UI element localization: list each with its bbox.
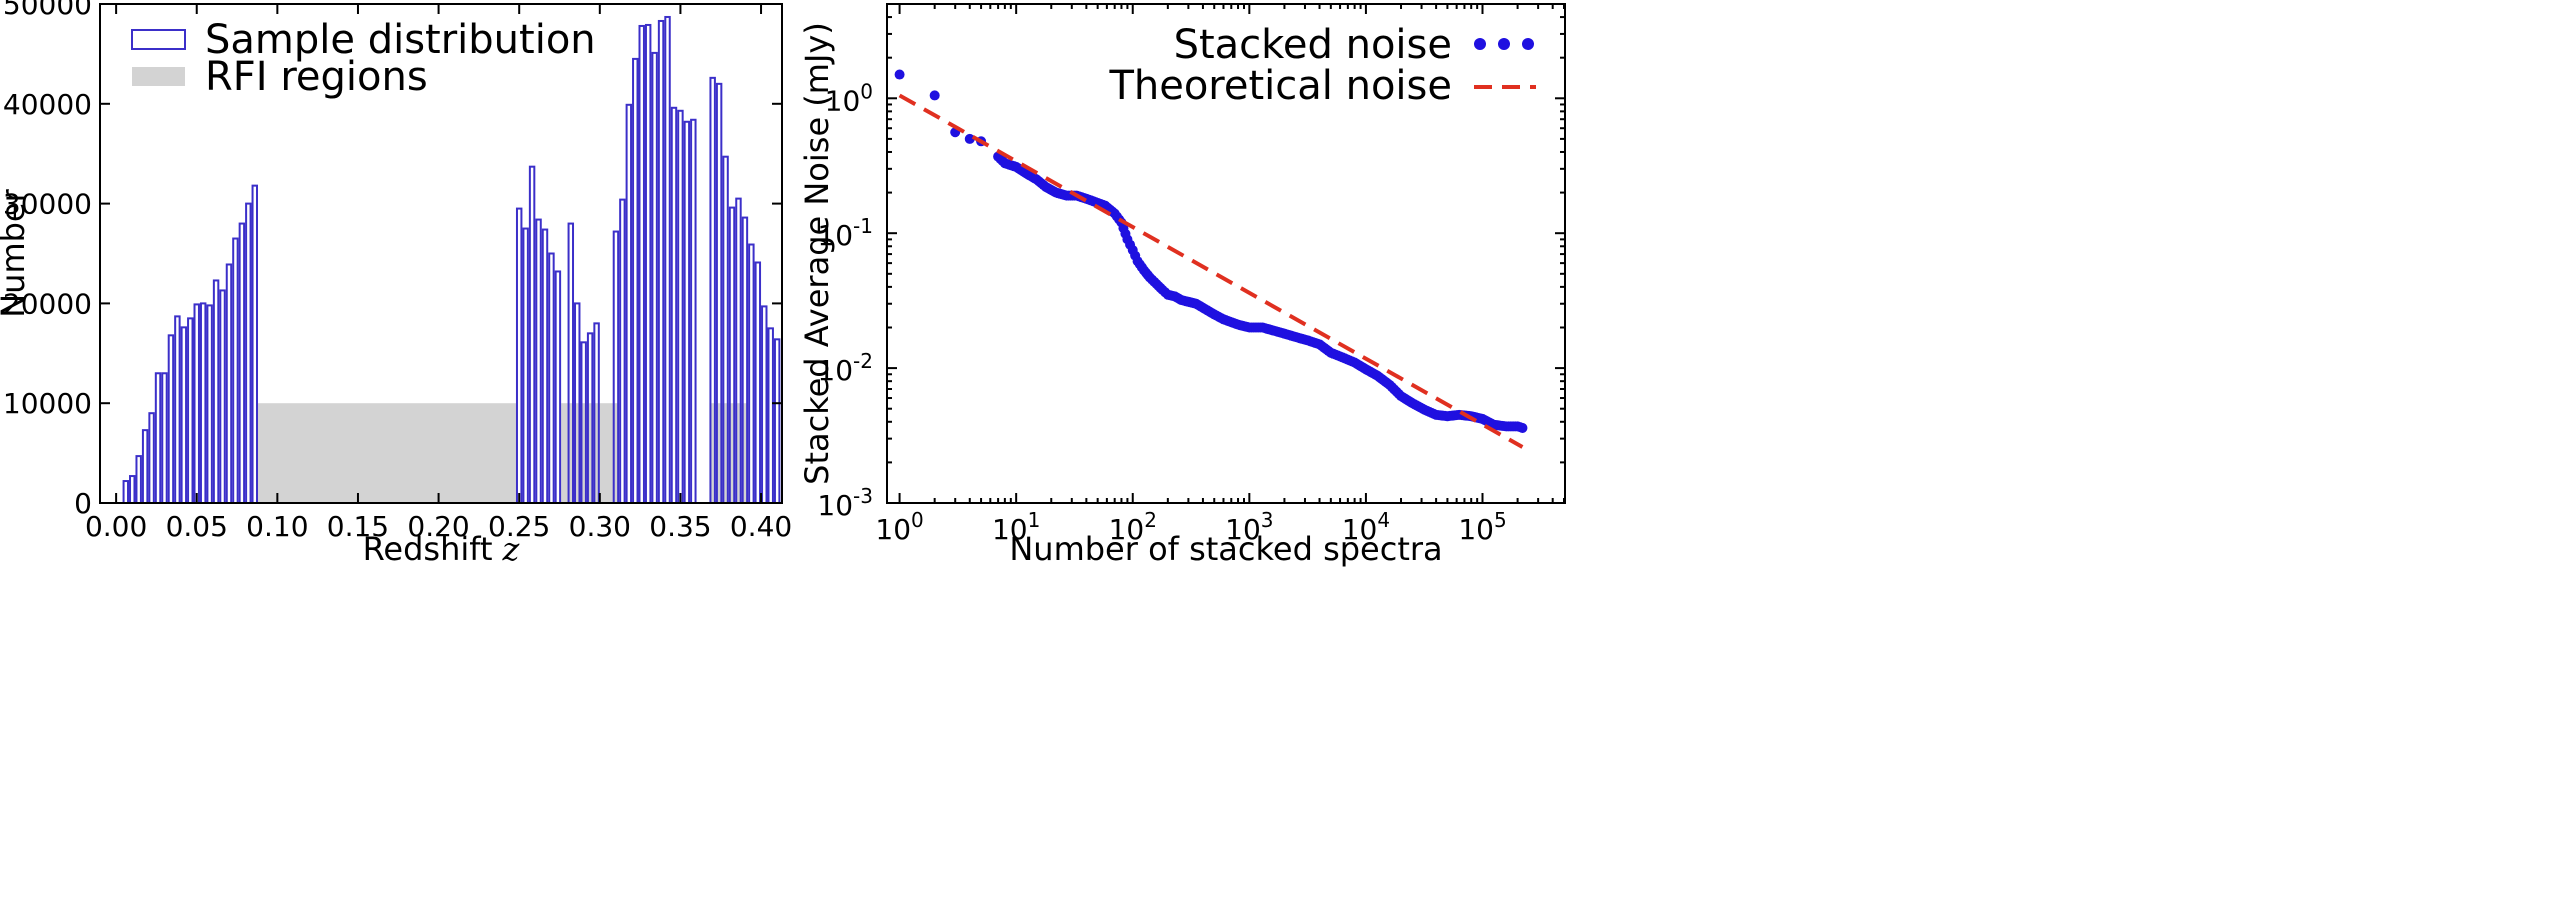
x-tick-label: 105	[1458, 508, 1506, 546]
noise-x-label: Number of stacked spectra	[1009, 530, 1442, 568]
histogram-x-label: Redshift z	[363, 530, 521, 568]
stacked-noise-point	[1517, 422, 1528, 433]
x-tick-label: 0.00	[85, 510, 147, 543]
theoretical-noise-line	[898, 93, 1524, 449]
histogram-x-ticks: 0.00 0.05 0.10 0.15 0.20 0.25 0.30 0.35 0.40	[85, 4, 792, 543]
histogram-panel: 0.00 0.05 0.10 0.15 0.20 0.25 0.30 0.35 0.40 0 10…	[0, 0, 792, 568]
x-tick-label: 0.35	[649, 510, 711, 543]
stacked-noise-point	[894, 69, 905, 80]
legend-label-sample-distribution: Sample distribution	[205, 17, 596, 63]
y-tick-label: 100	[825, 79, 873, 117]
y-tick-label: 10-1	[817, 214, 873, 252]
noise-y-ticks: 10-3 10-2 10-1 100	[817, 3, 1565, 522]
y-tick-label: 10000	[3, 387, 92, 420]
noise-x-ticks: 100 101 102 103 104 105	[875, 4, 1565, 546]
x-tick-label: 0.30	[569, 510, 631, 543]
legend-dot	[1522, 38, 1534, 50]
x-tick-label: 0.20	[407, 510, 469, 543]
legend-marker-stacked-noise	[1474, 38, 1534, 50]
legend-label-theoretical-noise: Theoretical noise	[1108, 63, 1452, 109]
legend-dot	[1474, 38, 1486, 50]
x-tick-label: 102	[1109, 508, 1157, 546]
y-tick-label: 0	[74, 487, 92, 520]
rfi-region-2	[561, 403, 620, 503]
stacked-noise-point	[929, 90, 940, 101]
y-tick-label: 50000	[3, 0, 92, 21]
x-tick-label: 0.40	[730, 510, 792, 543]
noise-legend: Stacked noise Theoretical noise	[1108, 22, 1536, 109]
x-tick-label: 0.15	[327, 510, 389, 543]
x-tick-label: 103	[1225, 508, 1273, 546]
noise-panel: 100 101 102 103 104 105 10-3 10-2 10-1 100 Numbe…	[798, 3, 1566, 568]
histogram-y-label: Number	[0, 188, 32, 317]
stacked-noise-point	[964, 133, 975, 144]
legend-label-stacked-noise: Stacked noise	[1174, 22, 1452, 68]
legend-label-rfi-regions: RFI regions	[205, 54, 428, 100]
x-tick-label: 104	[1342, 508, 1390, 546]
x-tick-label: 0.25	[488, 510, 550, 543]
y-tick-label: 10-2	[817, 349, 873, 387]
y-tick-label: 40000	[3, 88, 92, 121]
histogram-y-ticks: 0 10000 20000 30000 40000 50000	[3, 0, 782, 520]
y-tick-label: 30000	[3, 188, 92, 221]
x-tick-label: 0.05	[166, 510, 228, 543]
y-tick-label: 20000	[3, 287, 92, 320]
noise-y-label: Stacked Average Noise (mJy)	[798, 22, 836, 485]
x-tick-label: 101	[992, 508, 1040, 546]
y-tick-label: 10-3	[817, 484, 873, 522]
legend-dot	[1498, 38, 1510, 50]
legend-swatch-sample-distribution	[131, 29, 186, 50]
histogram-plot-frame	[99, 3, 783, 504]
legend-swatch-rfi-regions	[132, 67, 185, 86]
x-tick-label: 0.10	[246, 510, 308, 543]
x-tick-label: 100	[875, 508, 923, 546]
histogram-legend: Sample distribution RFI regions	[131, 17, 596, 100]
rfi-region-1	[258, 403, 516, 503]
